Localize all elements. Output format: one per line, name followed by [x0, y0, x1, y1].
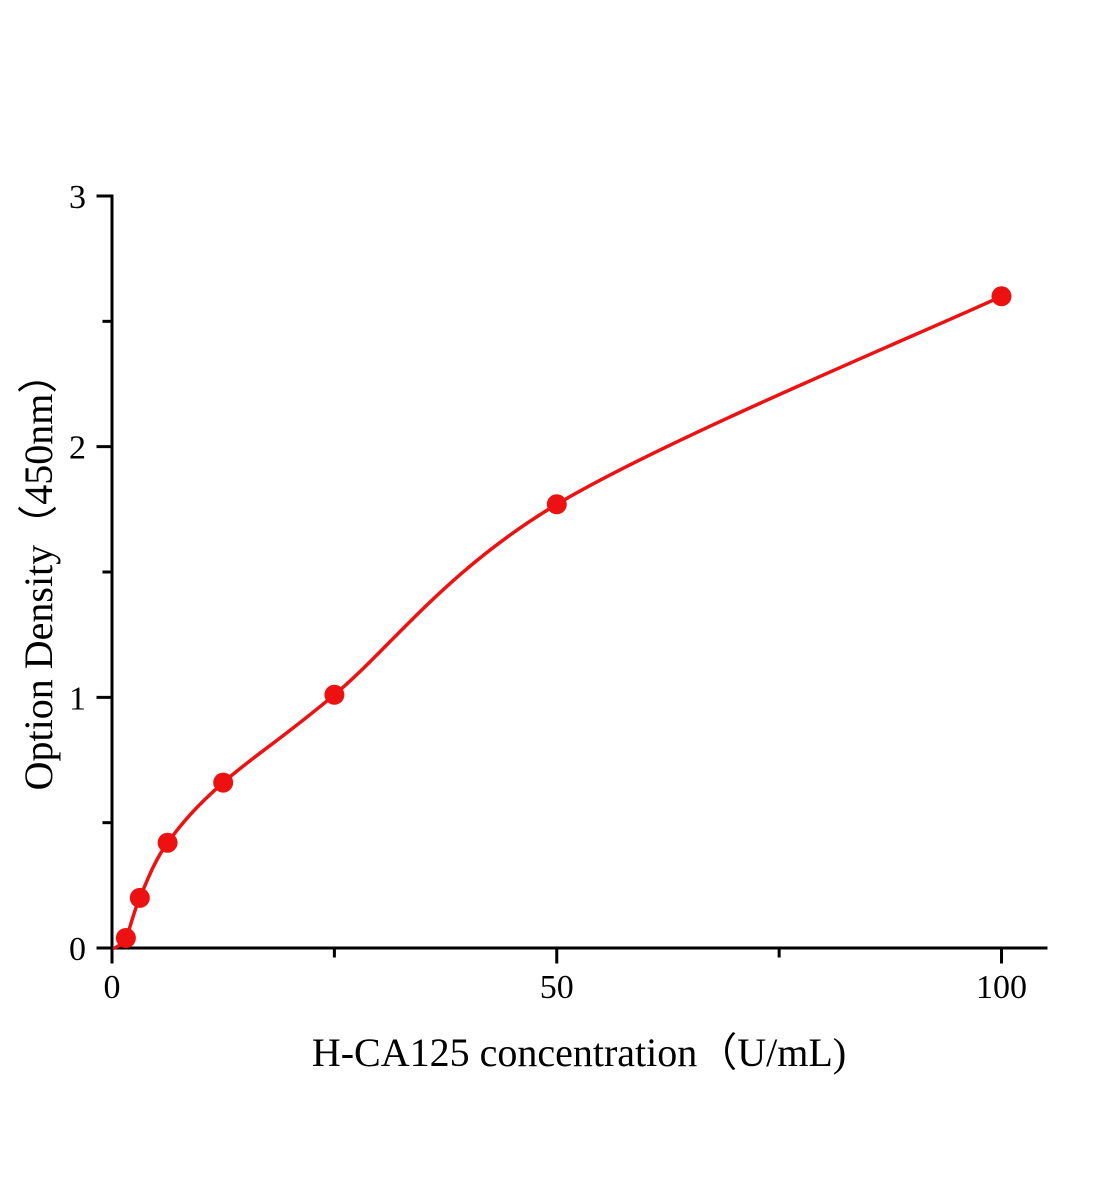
data-point-marker — [129, 887, 150, 908]
data-point-marker — [546, 494, 567, 515]
fit-curve — [112, 294, 1004, 950]
data-point-marker — [157, 832, 178, 853]
data-point-marker — [991, 286, 1012, 307]
data-point-marker — [115, 928, 136, 948]
x-tick-label: 0 — [104, 969, 121, 1006]
x-axis-title: H-CA125 concentration（U/mL) — [312, 1030, 846, 1075]
x-tick-label: 100 — [976, 969, 1027, 1006]
y-tick-label: 3 — [69, 179, 86, 216]
x-tick-label: 50 — [540, 969, 574, 1006]
data-point-marker — [213, 772, 234, 793]
y-tick-label: 0 — [69, 931, 86, 968]
y-tick-label: 2 — [69, 430, 86, 467]
y-tick-label: 1 — [69, 680, 86, 717]
y-axis-title: Option Density（450nm） — [16, 354, 61, 791]
data-point-marker — [324, 684, 345, 705]
